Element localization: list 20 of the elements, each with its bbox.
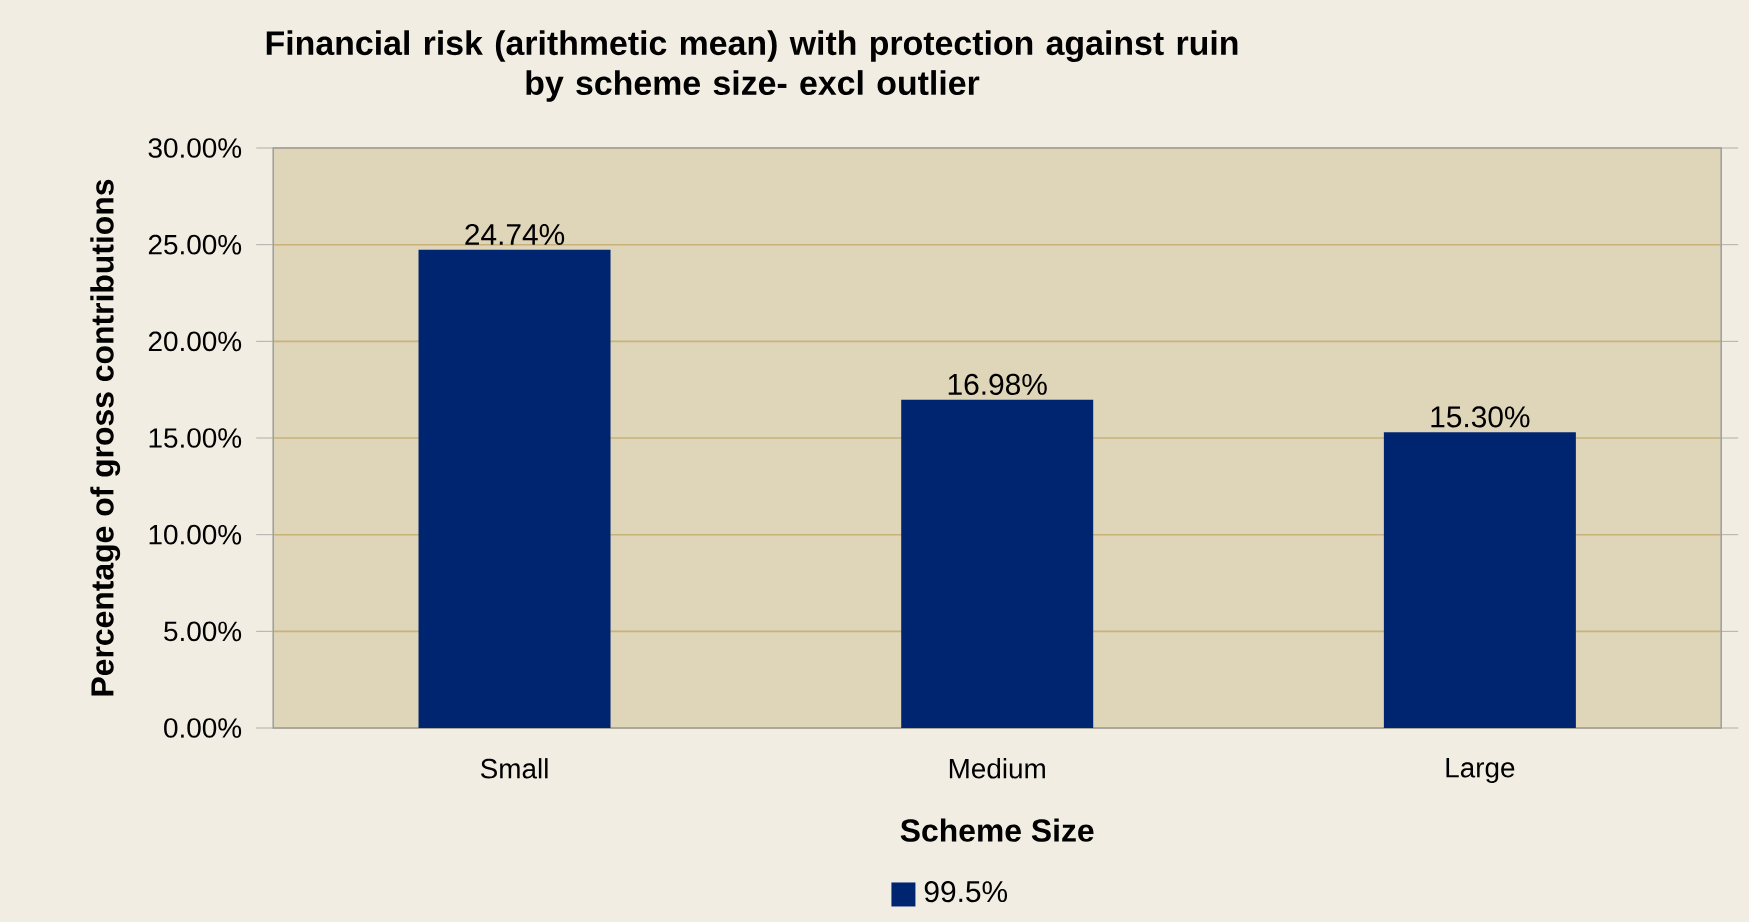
bar (901, 399, 1094, 729)
y-tick-label: 25.00% (148, 234, 242, 255)
y-tick-label: 10.00% (149, 524, 242, 545)
data-label: 15.30% (1431, 406, 1530, 428)
bar (418, 249, 611, 729)
data-label: 24.74% (465, 223, 565, 246)
y-axis-title: Percentage of gross contributions (90, 179, 121, 696)
x-tick-label: Large (1446, 758, 1515, 784)
x-tick-label: Small (480, 758, 548, 779)
bar (1383, 432, 1576, 729)
legend-label: 99.5% (924, 881, 1008, 903)
chart-title: Financial risk (arithmetic mean) with protection against ruin by scheme size- excl outlier (266, 30, 1238, 102)
y-tick-label: 0.00% (164, 718, 242, 738)
x-axis-title: Scheme Size (900, 818, 1094, 842)
y-tick-label: 5.00% (164, 621, 242, 642)
data-label: 16.98% (948, 373, 1047, 396)
y-tick-label: 30.00% (148, 138, 242, 158)
y-tick-label: 15.00% (149, 428, 242, 448)
y-tick-label: 20.00% (148, 331, 242, 352)
x-tick-label: Medium (949, 758, 1045, 779)
